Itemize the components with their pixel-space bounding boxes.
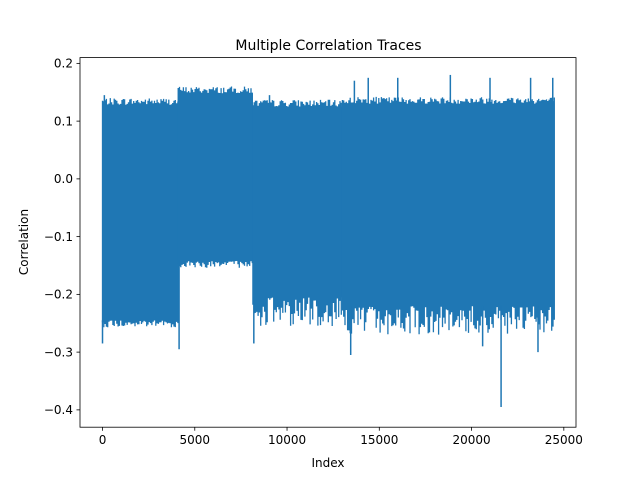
x-tick-label: 0 xyxy=(99,433,107,447)
x-tick-label: 15000 xyxy=(360,433,398,447)
x-axis-label: Index xyxy=(311,456,344,470)
x-axis-ticks: 0 5000 10000 15000 20000 25000 xyxy=(99,427,583,447)
y-tick-label: 0.0 xyxy=(54,172,73,186)
series-noise-2 xyxy=(252,99,342,326)
axes-frame xyxy=(79,57,577,428)
x-tick-label: 20000 xyxy=(452,433,490,447)
y-tick-label: −0.1 xyxy=(44,230,73,244)
y-tick-label: 0.1 xyxy=(54,114,73,128)
y-axis-label: Correlation xyxy=(17,209,31,275)
y-tick-label: 0.2 xyxy=(54,57,73,71)
y-axis-ticks: −0.4 −0.3 −0.2 −0.1 0.0 0.1 0.2 xyxy=(44,57,80,417)
series-noise-1 xyxy=(177,86,253,268)
x-tick-label: 5000 xyxy=(180,433,211,447)
y-tick-label: −0.3 xyxy=(44,345,73,359)
series-noise-3 xyxy=(341,96,555,335)
series-noise-0 xyxy=(101,98,179,328)
x-tick-label: 10000 xyxy=(268,433,306,447)
chart-title: Multiple Correlation Traces xyxy=(235,38,421,54)
series-layer xyxy=(101,74,555,407)
y-tick-label: −0.4 xyxy=(44,403,73,417)
x-tick-label: 25000 xyxy=(545,433,583,447)
y-tick-label: −0.2 xyxy=(44,288,73,302)
